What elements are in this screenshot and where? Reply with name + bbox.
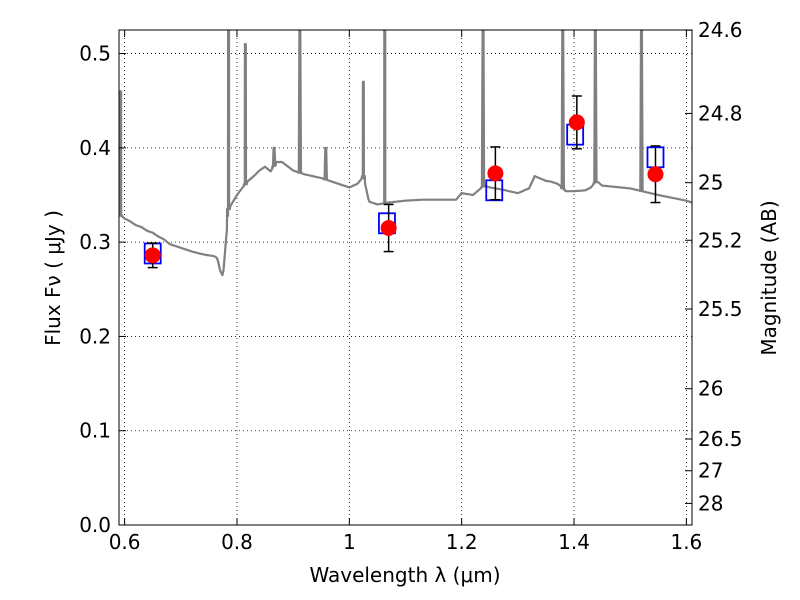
axis-ticks: 0.6 0.8 1 1.2 1.4 1.6 0.0 0.1 0.2 0.3 0.4 0.5 24.6 24… bbox=[79, 18, 742, 554]
y2-tick-label: 25 bbox=[698, 171, 723, 195]
observed-point bbox=[380, 220, 397, 236]
y2-tick-label: 24.6 bbox=[698, 18, 743, 42]
y2-tick-label: 26.5 bbox=[698, 427, 743, 451]
y-tick-label: 0.5 bbox=[79, 42, 111, 66]
y-tick-label: 0.1 bbox=[79, 419, 111, 443]
observed-point bbox=[647, 166, 664, 183]
plot-background bbox=[119, 30, 692, 525]
y-axis-label: Flux Fν ( μJy ) bbox=[41, 210, 65, 346]
y-tick-label: 0.4 bbox=[79, 136, 111, 160]
y2-tick-label: 25.5 bbox=[698, 297, 743, 321]
x-axis-label: Wavelength λ (μm) bbox=[309, 563, 500, 587]
observed-point bbox=[568, 114, 585, 131]
observed-point bbox=[487, 165, 504, 182]
observed-photometry-markers bbox=[144, 95, 664, 269]
y-tick-label: 0.3 bbox=[79, 230, 111, 254]
y2-axis-label: Magnitude (AB) bbox=[757, 200, 781, 355]
y2-tick-label: 24.8 bbox=[698, 101, 743, 125]
x-tick-label: 1.2 bbox=[446, 530, 478, 554]
y2-tick-label: 28 bbox=[698, 491, 723, 515]
y2-tick-label: 25.2 bbox=[698, 228, 743, 252]
x-tick-label: 0.8 bbox=[221, 530, 253, 554]
x-tick-label: 1.4 bbox=[558, 530, 590, 554]
y-tick-label: 0.2 bbox=[79, 324, 111, 348]
y2-tick-label: 26 bbox=[698, 377, 723, 401]
grid-lines bbox=[119, 30, 692, 526]
observed-point bbox=[144, 247, 161, 264]
y-tick-label: 0.0 bbox=[79, 513, 111, 537]
model-spectrum-line bbox=[119, 30, 692, 277]
x-tick-label: 1 bbox=[343, 530, 356, 554]
x-tick-label: 0.6 bbox=[109, 530, 141, 554]
y2-tick-label: 27 bbox=[698, 459, 723, 483]
plot-frame bbox=[118, 29, 693, 526]
x-tick-label: 1.6 bbox=[670, 530, 702, 554]
